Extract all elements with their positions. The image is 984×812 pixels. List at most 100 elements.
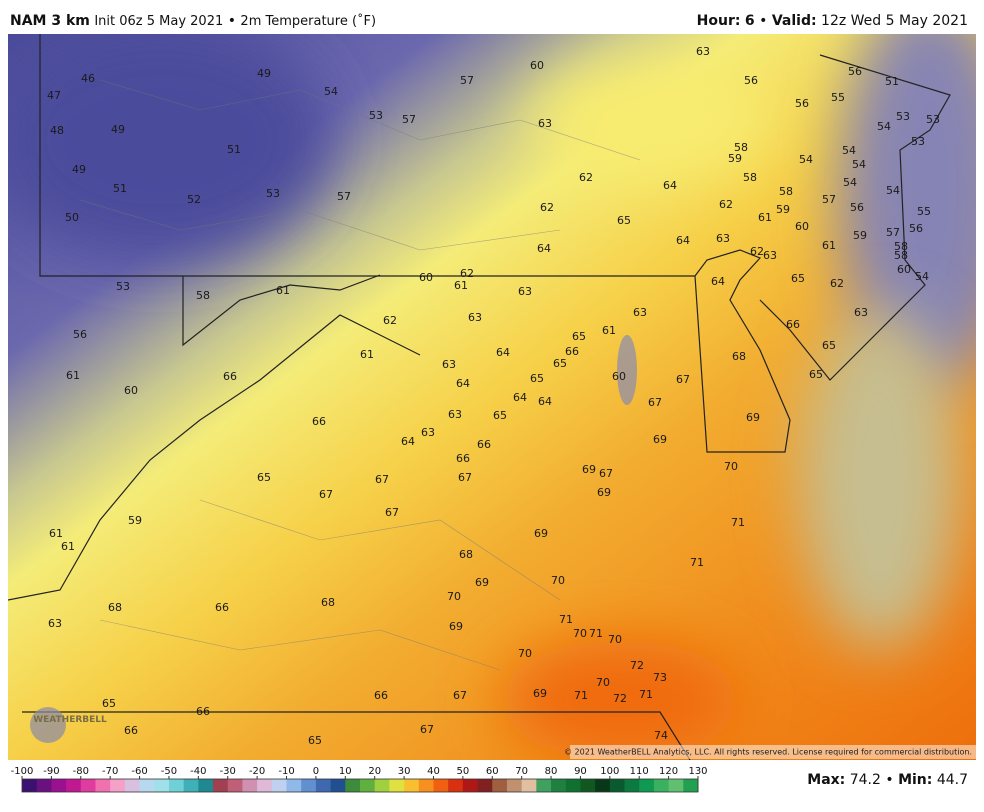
- temperature-label: 63: [518, 285, 532, 298]
- hour: 6: [745, 13, 755, 29]
- init: Init 06z 5 May 2021: [94, 14, 223, 29]
- colorbar-tick-label: 20: [368, 766, 381, 777]
- temperature-label: 56: [795, 97, 809, 110]
- temperature-label: 53: [116, 280, 130, 293]
- colorbar-swatch: [139, 779, 155, 792]
- colorbar-tick-label: -80: [73, 766, 89, 777]
- colorbar-swatch: [683, 779, 699, 792]
- temperature-label: 72: [613, 692, 627, 705]
- temperature-label: 61: [758, 211, 772, 224]
- temperature-label: 58: [894, 240, 908, 253]
- colorbar-swatch: [521, 779, 537, 792]
- temperature-label: 65: [791, 272, 805, 285]
- temperature-label: 56: [73, 328, 87, 341]
- colorbar-swatch: [36, 779, 52, 792]
- colorbar-swatch: [536, 779, 552, 792]
- temperature-label: 53: [896, 110, 910, 123]
- temperature-label: 66: [124, 724, 138, 737]
- colorbar-swatch: [668, 779, 684, 792]
- colorbar-tick-label: -20: [249, 766, 265, 777]
- temperature-label: 64: [663, 179, 677, 192]
- colorbar-swatch: [227, 779, 243, 792]
- temperature-label: 54: [852, 158, 866, 171]
- colorbar-swatch: [124, 779, 141, 792]
- temperature-label: 71: [574, 689, 588, 702]
- temperature-label: 63: [442, 358, 456, 371]
- colorbar-swatch: [22, 779, 38, 792]
- temperature-label: 65: [809, 368, 823, 381]
- temperature-label: 56: [848, 65, 862, 78]
- temperature-label: 69: [653, 433, 667, 446]
- hour-label: Hour:: [697, 13, 741, 29]
- temperature-label: 63: [448, 408, 462, 421]
- temperature-label: 66: [374, 689, 388, 702]
- temperature-label: 69: [597, 486, 611, 499]
- temperature-label: 54: [843, 176, 857, 189]
- temperature-label: 66: [196, 705, 210, 718]
- temperature-label: 71: [731, 516, 745, 529]
- temperature-label: 67: [676, 373, 690, 386]
- temperature-label: 69: [475, 576, 489, 589]
- colorbar-swatch: [80, 779, 96, 792]
- temperature-label: 48: [50, 124, 64, 137]
- max: 74.2: [850, 772, 881, 788]
- temperature-label: 67: [458, 471, 472, 484]
- temperature-label: 60: [897, 263, 911, 276]
- temperature-label: 54: [799, 153, 813, 166]
- temperature-label: 49: [111, 123, 125, 136]
- temperature-label: 54: [877, 120, 891, 133]
- colorbar-tick-label: 120: [659, 766, 678, 777]
- temperature-label: 59: [776, 203, 790, 216]
- temperature-label: 66: [786, 318, 800, 331]
- temperature-label: 64: [401, 435, 415, 448]
- stats: Max: 74.2 • Min: 44.7: [807, 772, 968, 788]
- temperature-label: 69: [746, 411, 760, 424]
- temperature-label: 61: [61, 540, 75, 553]
- separator: •: [228, 13, 236, 29]
- temperature-label: 55: [917, 205, 931, 218]
- temperature-label: 72: [630, 659, 644, 672]
- temperature-label: 66: [477, 438, 491, 451]
- colorbar-tick-label: 100: [600, 766, 619, 777]
- temperature-label: 67: [319, 488, 333, 501]
- temperature-label: 57: [337, 190, 351, 203]
- colorbar-swatch: [448, 779, 464, 792]
- temperature-label: 58: [196, 289, 210, 302]
- temperature-label: 62: [579, 171, 593, 184]
- colorbar-swatch: [271, 779, 288, 792]
- colorbar-swatch: [315, 779, 332, 792]
- temperature-label: 62: [540, 201, 554, 214]
- colorbar-swatch: [198, 779, 214, 792]
- temperature-label: 67: [599, 467, 613, 480]
- temperature-label: 58: [894, 249, 908, 262]
- temperature-label: 63: [696, 45, 710, 58]
- temperature-label: 53: [369, 109, 383, 122]
- valid-label: Valid:: [772, 13, 817, 29]
- temperature-label: 64: [537, 242, 551, 255]
- temperature-label: 60: [124, 384, 138, 397]
- colorbar-tick-label: 50: [457, 766, 470, 777]
- temperature-label: 61: [602, 324, 616, 337]
- temperature-label: 67: [648, 396, 662, 409]
- colorbar-tick-label: 60: [486, 766, 499, 777]
- temperature-label: 70: [551, 574, 565, 587]
- temperature-label: 49: [72, 163, 86, 176]
- temperature-label: 67: [375, 473, 389, 486]
- colorbar-swatch: [242, 779, 258, 792]
- temperature-label: 52: [187, 193, 201, 206]
- temperature-label: 71: [589, 627, 603, 640]
- temperature-label: 68: [321, 596, 335, 609]
- temperature-label: 57: [402, 113, 416, 126]
- temperature-label: 61: [822, 239, 836, 252]
- temperature-label: 62: [750, 245, 764, 258]
- temperature-label: 47: [47, 89, 61, 102]
- temperature-label: 63: [633, 306, 647, 319]
- temperature-label: 66: [312, 415, 326, 428]
- colorbar-swatch: [580, 779, 596, 792]
- temperature-label: 66: [565, 345, 579, 358]
- colorbar-swatch: [506, 779, 523, 792]
- colorbar-swatch: [345, 779, 361, 792]
- temperature-label: 64: [711, 275, 725, 288]
- temperature-label: 70: [596, 676, 610, 689]
- colorbar-swatch: [609, 779, 626, 792]
